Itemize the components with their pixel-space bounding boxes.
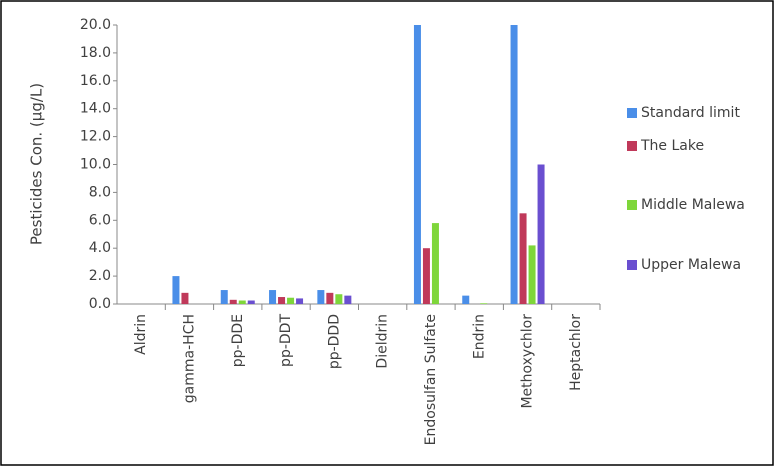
bar — [519, 213, 527, 304]
legend-label: Middle Malewa — [641, 197, 745, 213]
bar — [172, 276, 180, 304]
bar — [181, 292, 189, 304]
y-tick-label: 8.0 — [89, 184, 111, 200]
legend-label: Upper Malewa — [641, 257, 741, 273]
bar — [229, 299, 237, 304]
y-tick-label: 0.0 — [89, 296, 111, 312]
bar — [344, 295, 352, 304]
bar — [422, 248, 430, 304]
bar — [326, 292, 334, 304]
bar — [247, 300, 255, 304]
x-tick-label: Methoxychlor — [520, 314, 536, 409]
bar — [510, 25, 518, 304]
bar — [335, 294, 343, 304]
bar — [528, 245, 536, 304]
bar — [480, 303, 488, 304]
legend-label: The Lake — [640, 138, 704, 154]
bar — [220, 290, 228, 304]
x-tick-label: pp-DDT — [278, 314, 294, 367]
y-tick-label: 4.0 — [89, 240, 111, 256]
bar — [413, 25, 421, 304]
x-tick-label: Endrin — [471, 314, 487, 359]
bar — [238, 300, 246, 304]
bar — [269, 290, 277, 304]
legend-swatch — [627, 108, 637, 118]
bar — [317, 290, 325, 304]
y-tick-label: 16.0 — [80, 73, 111, 89]
y-tick-label: 10.0 — [80, 157, 111, 173]
bar — [462, 295, 470, 304]
y-axis-title: Pesticides Con. (µg/L) — [28, 83, 46, 245]
legend-swatch — [627, 200, 637, 210]
x-tick-label: Heptachlor — [568, 314, 584, 391]
x-tick-label: Endosulfan Sulfate — [423, 314, 439, 445]
x-tick-label: pp-DDE — [230, 314, 246, 367]
y-tick-label: 20.0 — [80, 17, 111, 33]
legend-label: Standard limit — [641, 105, 740, 121]
y-tick-label: 12.0 — [80, 129, 111, 145]
bar — [431, 223, 439, 304]
x-tick-label: Aldrin — [133, 314, 149, 355]
bar — [287, 297, 295, 304]
legend-swatch — [627, 260, 637, 270]
bar — [296, 298, 304, 304]
x-tick-label: gamma-HCH — [181, 314, 197, 403]
y-tick-label: 2.0 — [89, 268, 111, 284]
x-tick-label: Dieldrin — [375, 314, 391, 369]
y-tick-label: 6.0 — [89, 212, 111, 228]
y-tick-label: 18.0 — [80, 45, 111, 61]
x-tick-label: pp-DDD — [326, 314, 342, 369]
bar — [537, 164, 545, 304]
bar — [278, 297, 286, 304]
legend-swatch — [627, 141, 637, 151]
y-tick-label: 14.0 — [80, 101, 111, 117]
